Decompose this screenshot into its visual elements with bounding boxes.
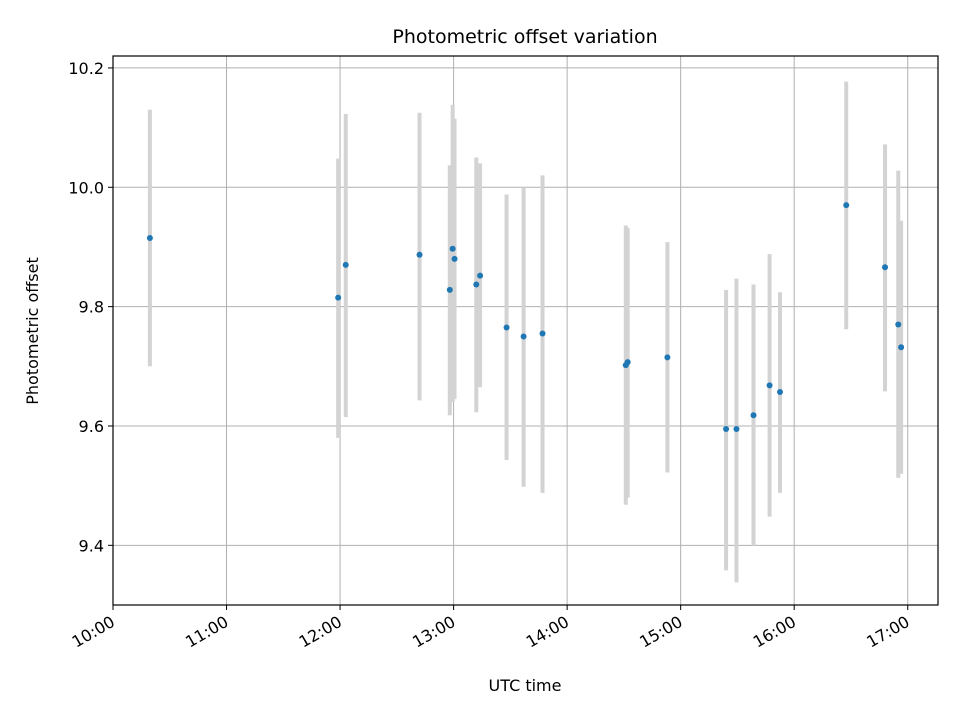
data-point (473, 281, 480, 288)
data-point (416, 251, 423, 258)
data-point (342, 261, 349, 268)
y-tick-label: 10.0 (68, 178, 104, 197)
data-point (446, 286, 453, 293)
data-point (520, 333, 527, 340)
data-point (449, 245, 456, 252)
y-tick-label: 9.4 (79, 536, 104, 555)
data-point (335, 294, 342, 301)
data-point (882, 264, 889, 271)
data-point (723, 425, 730, 432)
y-axis-label: Photometric offset (23, 257, 42, 405)
data-point (539, 330, 546, 337)
y-tick-label: 9.8 (79, 298, 104, 317)
data-point (733, 425, 740, 432)
data-point (843, 202, 850, 209)
data-point (624, 359, 631, 366)
data-point (895, 321, 902, 328)
data-point (477, 272, 484, 279)
data-point (146, 235, 153, 242)
chart-title: Photometric offset variation (392, 26, 657, 48)
x-axis-label: UTC time (489, 676, 562, 695)
data-point (777, 388, 784, 395)
data-point (664, 354, 671, 361)
data-point (451, 255, 458, 262)
data-point (750, 412, 757, 419)
y-tick-label: 10.2 (68, 59, 104, 78)
data-point (766, 382, 773, 389)
data-points (146, 202, 905, 432)
y-axis: 9.4 9.6 9.8 10.0 10.2 (68, 59, 113, 555)
plot-frame (112, 55, 939, 606)
y-tick-label: 9.6 (79, 417, 104, 436)
data-point (503, 324, 510, 331)
data-point (898, 344, 905, 351)
